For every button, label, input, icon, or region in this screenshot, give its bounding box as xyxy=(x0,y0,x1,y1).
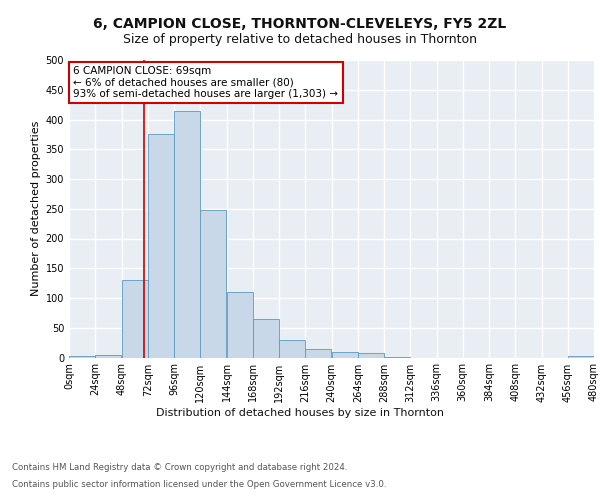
Text: 6, CAMPION CLOSE, THORNTON-CLEVELEYS, FY5 2ZL: 6, CAMPION CLOSE, THORNTON-CLEVELEYS, FY… xyxy=(94,18,506,32)
Bar xyxy=(122,280,148,357)
Bar xyxy=(95,354,121,358)
Text: Distribution of detached houses by size in Thornton: Distribution of detached houses by size … xyxy=(156,408,444,418)
Bar xyxy=(253,319,279,358)
Y-axis label: Number of detached properties: Number of detached properties xyxy=(31,121,41,296)
Bar xyxy=(279,340,305,357)
Bar xyxy=(332,352,358,358)
Text: Size of property relative to detached houses in Thornton: Size of property relative to detached ho… xyxy=(123,32,477,46)
Bar xyxy=(384,357,410,358)
Bar xyxy=(174,110,200,358)
Bar xyxy=(69,356,95,358)
Text: 6 CAMPION CLOSE: 69sqm
← 6% of detached houses are smaller (80)
93% of semi-deta: 6 CAMPION CLOSE: 69sqm ← 6% of detached … xyxy=(73,66,338,99)
Text: Contains HM Land Registry data © Crown copyright and database right 2024.: Contains HM Land Registry data © Crown c… xyxy=(12,462,347,471)
Text: Contains public sector information licensed under the Open Government Licence v3: Contains public sector information licen… xyxy=(12,480,386,489)
Bar xyxy=(568,356,594,358)
Bar xyxy=(148,134,174,358)
Bar xyxy=(305,348,331,358)
Bar xyxy=(227,292,253,358)
Bar xyxy=(200,210,226,358)
Bar xyxy=(358,354,384,358)
